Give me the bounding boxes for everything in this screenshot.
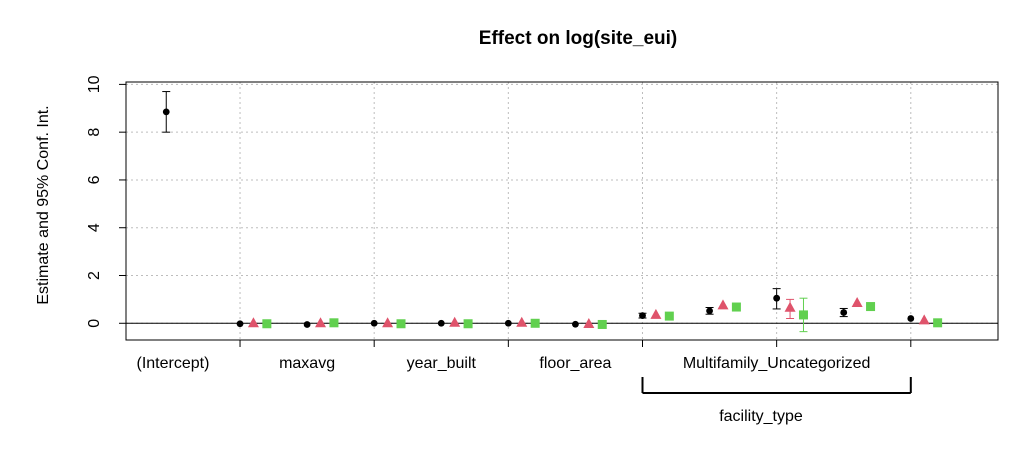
point-estimate-circle	[437, 319, 445, 327]
y-tick-label: 8	[86, 128, 103, 137]
grid-lines	[126, 82, 998, 340]
point-estimate-square	[866, 302, 876, 312]
point-estimate-square	[463, 319, 473, 329]
x-tick-label: year_built	[407, 355, 477, 372]
point-estimate-circle	[773, 294, 781, 302]
point-estimate-square	[798, 310, 808, 320]
point-estimate-triangle	[516, 316, 528, 327]
point-estimate-square	[664, 311, 674, 321]
point-estimate-square	[597, 319, 607, 329]
point-estimate-square	[731, 302, 741, 312]
point-estimate-triangle	[784, 301, 796, 312]
facility-type-bracket: facility_type	[641, 377, 912, 425]
facility-type-label: facility_type	[719, 408, 803, 425]
data-series	[162, 91, 943, 333]
y-tick-label: 10	[86, 75, 103, 93]
y-tick-label: 4	[86, 223, 103, 232]
point-estimate-square	[396, 319, 406, 329]
y-tick-label: 6	[86, 175, 103, 184]
axes: 0 2 4 6 8 10 (Intercept) maxavg year_built floor_…	[86, 75, 999, 372]
point-estimate-triangle	[918, 314, 930, 325]
x-tick-label: (Intercept)	[136, 355, 209, 372]
point-estimate-circle	[504, 319, 512, 327]
y-tick-label: 0	[86, 319, 103, 328]
point-estimate-circle	[303, 321, 311, 328]
point-estimate-square	[262, 319, 272, 329]
point-estimate-circle	[639, 312, 646, 320]
plot-frame	[125, 81, 999, 341]
point-estimate-triangle	[717, 299, 729, 310]
x-tick-label: Multifamily_Uncategorized	[683, 355, 871, 372]
point-estimate-circle	[572, 320, 579, 328]
point-estimate-triangle	[247, 317, 259, 328]
point-estimate-square	[933, 318, 943, 328]
point-estimate-triangle	[382, 317, 394, 328]
point-estimate-square	[329, 318, 339, 328]
point-estimate-circle	[706, 307, 713, 315]
x-tick-label: maxavg	[279, 355, 335, 372]
chart-title: Effect on log(site_eui)	[479, 28, 677, 49]
point-estimate-circle	[370, 319, 378, 327]
point-estimate-triangle	[583, 317, 595, 328]
point-estimate-triangle	[449, 316, 461, 327]
x-tick-label: floor_area	[539, 355, 611, 372]
point-estimate-circle	[907, 315, 915, 322]
point-estimate-circle	[162, 108, 170, 116]
point-estimate-triangle	[650, 308, 662, 319]
point-estimate-triangle	[851, 296, 863, 307]
point-estimate-circle	[840, 309, 848, 316]
y-tick-label: 2	[86, 271, 103, 280]
point-estimate-circle	[236, 320, 244, 328]
y-axis-label: Estimate and 95% Conf. Int.	[35, 105, 52, 304]
point-estimate-triangle	[315, 317, 327, 328]
point-estimate-square	[530, 318, 540, 328]
